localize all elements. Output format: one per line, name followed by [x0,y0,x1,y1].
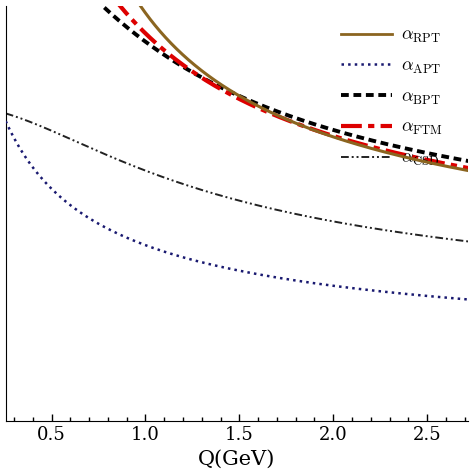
X-axis label: Q(GeV): Q(GeV) [198,449,276,468]
Legend: $\alpha_{\mathrm{RPT}}$, $\alpha_{\mathrm{APT}}$, $\alpha_{\mathrm{BPT}}$, $\alp: $\alpha_{\mathrm{RPT}}$, $\alpha_{\mathr… [334,19,450,175]
